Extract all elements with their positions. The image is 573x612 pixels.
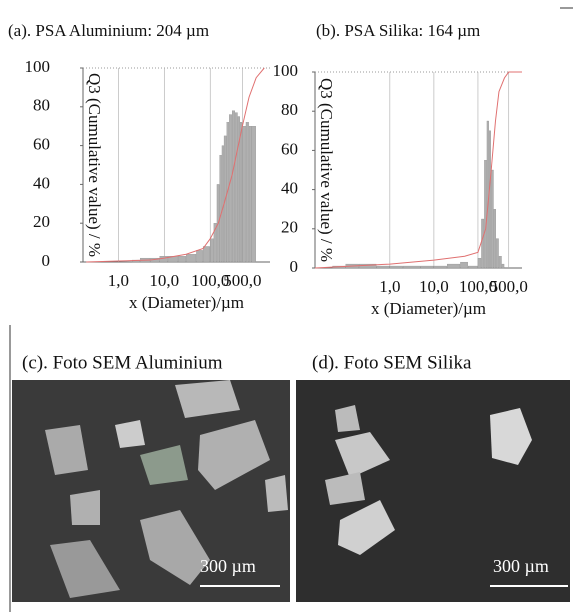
figure: (c). Foto SEM Aluminium (d). Foto SEM Si… bbox=[0, 0, 573, 612]
bar bbox=[421, 266, 434, 268]
bar bbox=[496, 239, 498, 268]
bar bbox=[203, 246, 210, 262]
y-tick-label: 100 bbox=[25, 57, 51, 76]
y-tick-label: 80 bbox=[33, 96, 50, 115]
x-tick-label: 500,0 bbox=[490, 277, 528, 296]
bar bbox=[210, 239, 213, 262]
bar bbox=[196, 250, 202, 262]
bar bbox=[403, 266, 420, 268]
bar bbox=[178, 256, 186, 262]
bar bbox=[242, 126, 245, 262]
bar bbox=[377, 266, 390, 268]
y-tick-label: 0 bbox=[290, 257, 299, 276]
bar bbox=[390, 266, 403, 268]
y-tick-label: 20 bbox=[33, 212, 50, 231]
y-axis-label: Q3 (Cumulative value) / % bbox=[85, 73, 104, 257]
y-axis-label: Q3 (Cumulative value) / % bbox=[317, 78, 336, 262]
bar bbox=[460, 262, 467, 268]
bar bbox=[249, 126, 251, 262]
y-tick-label: 40 bbox=[33, 173, 50, 192]
scale-bar-label: 300 µm bbox=[200, 556, 256, 576]
chart-title: (a). PSA Aluminium: 204 µm bbox=[8, 21, 209, 40]
bar bbox=[494, 209, 496, 268]
y-tick-label: 60 bbox=[33, 135, 50, 154]
caption: (d). Foto SEM Silika bbox=[312, 352, 472, 373]
bar bbox=[229, 115, 231, 262]
bar bbox=[434, 266, 447, 268]
bar bbox=[240, 122, 242, 262]
bar bbox=[160, 256, 168, 262]
x-axis-label: x (Diameter)/µm bbox=[129, 293, 244, 312]
bar bbox=[468, 266, 477, 268]
caption: (c). Foto SEM Aluminium bbox=[22, 352, 223, 373]
bar bbox=[484, 160, 486, 268]
bar bbox=[478, 258, 481, 268]
x-tick-label: 10,0 bbox=[149, 271, 179, 290]
x-tick-label: 10,0 bbox=[419, 277, 449, 296]
bar bbox=[252, 126, 256, 262]
bar bbox=[235, 113, 237, 262]
y-tick-label: 20 bbox=[281, 218, 298, 237]
bar bbox=[222, 146, 224, 262]
bar bbox=[481, 219, 484, 268]
y-tick-label: 40 bbox=[281, 179, 298, 198]
y-tick-label: 80 bbox=[281, 100, 298, 119]
x-tick-label: 1,0 bbox=[379, 277, 400, 296]
bar bbox=[491, 170, 493, 268]
x-tick-label: 1,0 bbox=[108, 271, 129, 290]
bar bbox=[232, 111, 235, 262]
bar bbox=[220, 155, 222, 262]
bar bbox=[499, 256, 502, 268]
x-axis-label: x (Diameter)/µm bbox=[371, 299, 486, 318]
y-tick-label: 100 bbox=[273, 61, 299, 80]
x-tick-label: 500,0 bbox=[223, 271, 261, 290]
bar bbox=[447, 264, 460, 268]
bar bbox=[489, 131, 491, 268]
bar bbox=[186, 254, 196, 262]
y-tick-label: 0 bbox=[42, 251, 51, 270]
bar bbox=[502, 264, 504, 268]
scale-bar-label: 300 µm bbox=[493, 556, 549, 576]
chart-title: (b). PSA Silika: 164 µm bbox=[316, 21, 480, 40]
bar bbox=[246, 122, 249, 262]
y-tick-label: 60 bbox=[281, 139, 298, 158]
